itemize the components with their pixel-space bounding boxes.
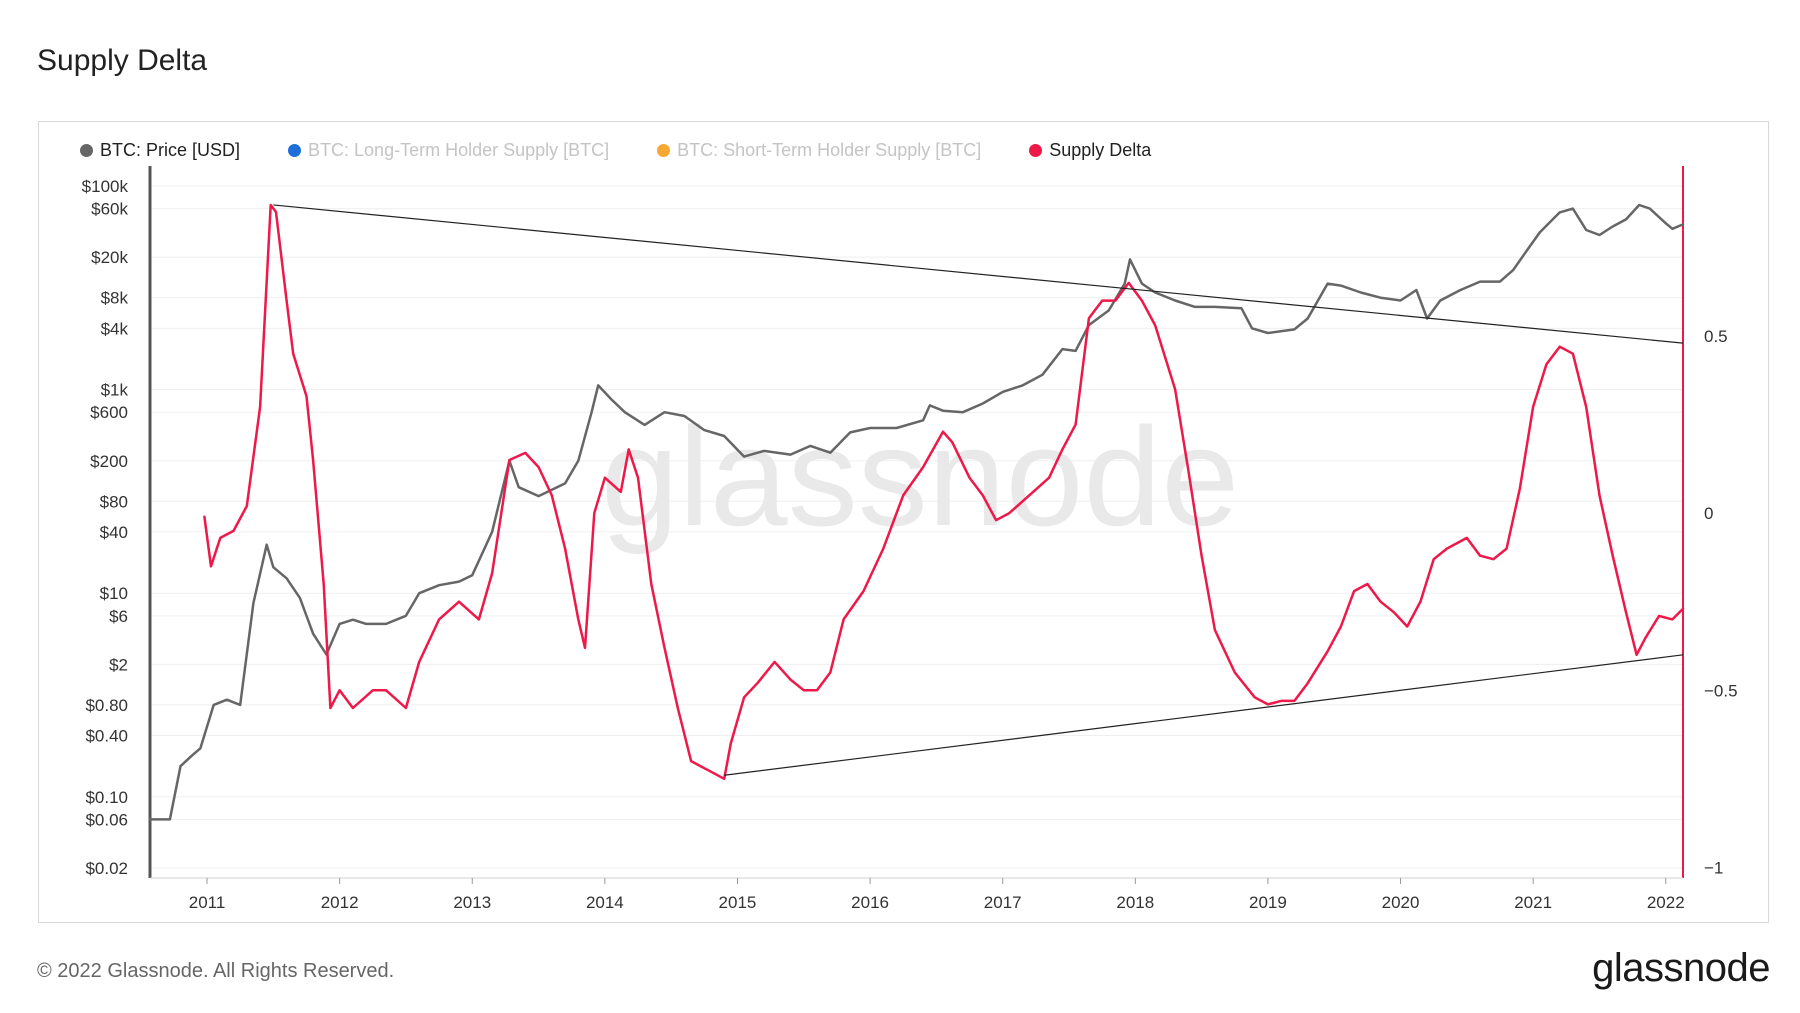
x-tick-label: 2015 (719, 893, 757, 912)
legend-item-lth-supply[interactable]: BTC: Long-Term Holder Supply [BTC] (288, 140, 609, 161)
chart-frame (38, 121, 1769, 923)
x-tick-label: 2017 (984, 893, 1022, 912)
y-tick-label: $1k (101, 381, 129, 400)
y-tick-label: $60k (91, 200, 128, 219)
trendline-lower (724, 654, 1684, 776)
y-tick-label: $200 (90, 452, 128, 471)
x-tick-label: 2019 (1249, 893, 1287, 912)
legend-item-supply-delta[interactable]: Supply Delta (1029, 140, 1151, 161)
y-tick-label: $100k (82, 177, 129, 196)
y-tick-label: $6 (109, 607, 128, 626)
x-tick-label: 2013 (453, 893, 491, 912)
y-tick-label: $0.02 (85, 859, 128, 878)
legend-item-btc-price[interactable]: BTC: Price [USD] (80, 140, 240, 161)
x-tick-label: 2011 (189, 893, 226, 912)
trendline-upper (273, 204, 1684, 344)
watermark: glassnode (601, 398, 1239, 555)
y-right-tick-label: 0.5 (1704, 327, 1728, 346)
y-tick-label: $80 (100, 492, 128, 511)
legend-label: BTC: Short-Term Holder Supply [BTC] (677, 139, 982, 160)
copyright-footer: © 2022 Glassnode. All Rights Reserved. (37, 960, 395, 982)
legend-label: Supply Delta (1049, 139, 1152, 160)
legend-dot-icon (288, 143, 302, 157)
x-tick-label: 2020 (1382, 893, 1420, 912)
legend-item-sth-supply[interactable]: BTC: Short-Term Holder Supply [BTC] (657, 140, 981, 161)
y-tick-label: $10 (100, 584, 128, 603)
y-tick-label: $0.06 (85, 810, 128, 829)
x-tick-label: 2021 (1514, 893, 1552, 912)
x-tick-label: 2022 (1647, 893, 1685, 912)
legend-dot-icon (657, 143, 671, 157)
y-right-tick-label: 0 (1704, 504, 1713, 523)
glassnode-logo[interactable]: glassnode (1592, 946, 1770, 990)
y-tick-label: $0.40 (85, 727, 128, 746)
chart-title: Supply Delta (37, 44, 208, 77)
y-tick-label: $2 (109, 655, 128, 674)
y-tick-label: $0.80 (85, 696, 128, 715)
chart-legend: BTC: Price [USD] BTC: Long-Term Holder S… (80, 137, 1199, 163)
series-line-btc-price (148, 203, 1685, 821)
legend-label: BTC: Long-Term Holder Supply [BTC] (308, 139, 610, 160)
legend-dot-icon (1029, 143, 1043, 157)
x-tick-label: 2012 (321, 893, 359, 912)
x-tick-label: 2016 (851, 893, 889, 912)
series-line-supply-delta (203, 203, 1685, 781)
y-right-tick-label: −0.5 (1704, 681, 1738, 700)
y-axis-left: $100k $60k $20k $8k $4k $1k $600 $200 $80 $40 $10 $… (82, 166, 152, 878)
y-tick-label: $4k (101, 319, 129, 338)
series-lines (148, 203, 1685, 821)
y-tick-label: $0.10 (85, 788, 128, 807)
y-tick-label: $600 (90, 403, 128, 422)
y-right-tick-label: −1 (1704, 858, 1723, 877)
x-tick-label: 2018 (1116, 893, 1154, 912)
y-tick-label: $20k (91, 248, 128, 267)
y-axis-right: 0.5 0 −0.5 −1 (1682, 166, 1738, 878)
legend-dot-icon (80, 143, 93, 157)
y-tick-label: $8k (101, 289, 129, 308)
legend-label: BTC: Price [USD] (100, 139, 241, 160)
y-tick-label: $40 (100, 523, 128, 542)
x-tick-label: 2014 (586, 893, 624, 912)
trendlines (273, 204, 1684, 776)
x-axis: 2011 2012 2013 2014 2015 2016 2017 2018 2019 2020… (150, 877, 1685, 912)
